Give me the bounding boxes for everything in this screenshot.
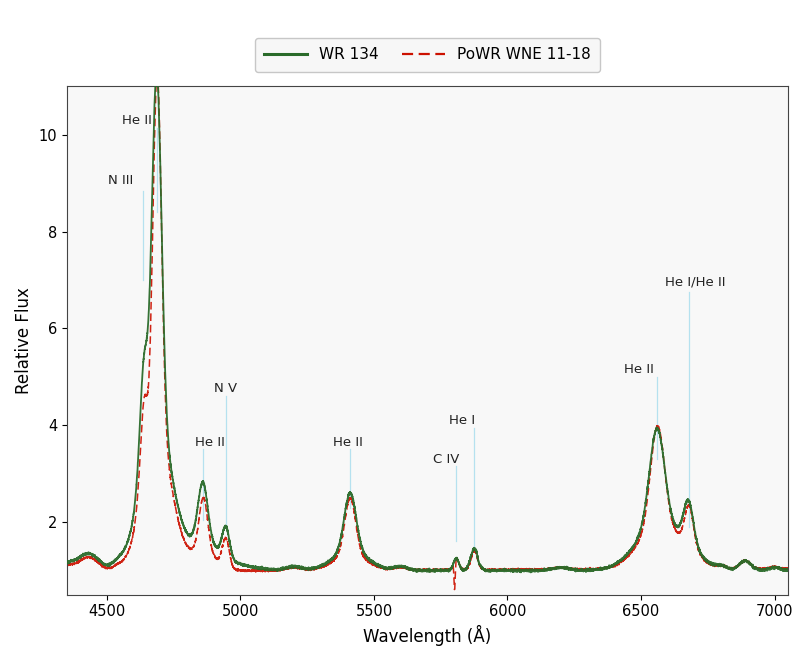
Text: He I/He II: He I/He II bbox=[665, 276, 726, 289]
Text: He II: He II bbox=[122, 114, 151, 127]
Y-axis label: Relative Flux: Relative Flux bbox=[15, 287, 33, 394]
Text: N III: N III bbox=[109, 175, 134, 187]
Text: C IV: C IV bbox=[433, 453, 459, 465]
Text: He II: He II bbox=[333, 436, 362, 449]
Legend: WR 134, PoWR WNE 11-18: WR 134, PoWR WNE 11-18 bbox=[255, 38, 599, 71]
Text: He I: He I bbox=[449, 414, 475, 427]
Text: He II: He II bbox=[624, 363, 654, 376]
Text: N V: N V bbox=[214, 383, 237, 395]
Text: He II: He II bbox=[195, 436, 225, 449]
X-axis label: Wavelength (Å): Wavelength (Å) bbox=[363, 625, 492, 646]
